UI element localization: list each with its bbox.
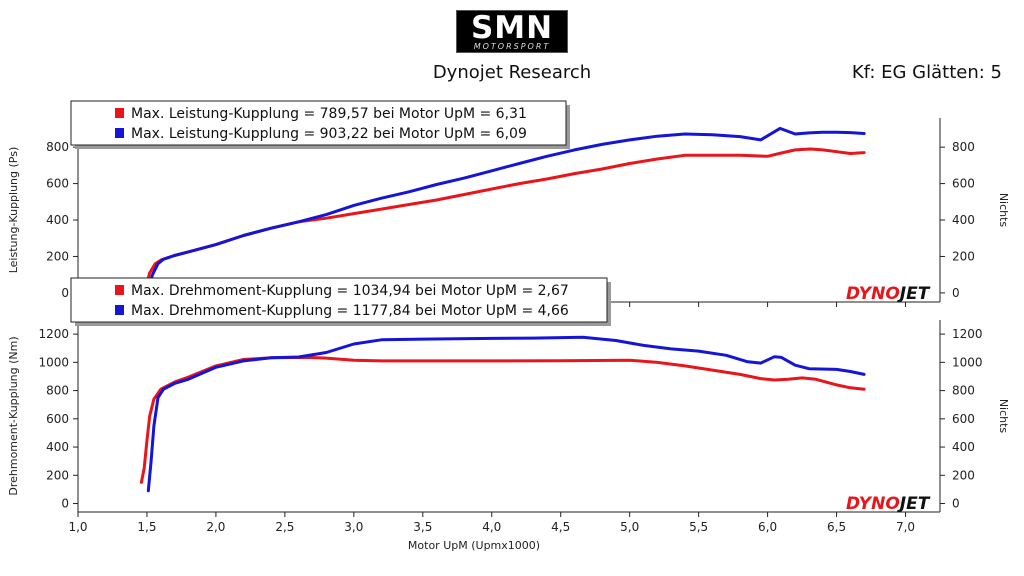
dynojet-logo: DYNOJET (846, 494, 931, 514)
y-axis-label: Leistung-Kupplung (Ps) (7, 147, 20, 274)
y-tick-label-left: 0 (61, 286, 69, 300)
x-tick-label: 5,5 (689, 520, 708, 534)
x-tick-label: 7,0 (896, 520, 915, 534)
y-axis-label-right: Nichts (997, 193, 1010, 228)
x-tick-label: 5,0 (620, 520, 639, 534)
chart-panel-1: 0 0 200 200 400 400 600 600 800 800 Leistung-Kuppl… (7, 100, 1010, 307)
y-tick-label-right: 0 (952, 286, 960, 300)
y-tick-label-right: 600 (952, 412, 975, 426)
legend-entry-run-2: Max. Leistung-Kupplung = 903,22 bei Moto… (131, 126, 527, 142)
x-tick-label: 4,0 (482, 520, 501, 534)
legend-swatch-run-1 (115, 285, 124, 295)
x-tick-label: 1,5 (137, 520, 156, 534)
x-tick-label: 3,5 (413, 520, 432, 534)
legend-swatch-run-2 (115, 128, 124, 138)
x-tick-label: 3,0 (344, 520, 363, 534)
legend-entry-run-1: Max. Drehmoment-Kupplung = 1034,94 bei M… (131, 283, 569, 299)
y-tick-label-right: 800 (952, 140, 975, 154)
x-axis-label: Motor UpM (Upmx1000) (408, 539, 540, 552)
y-tick-label-right: 400 (952, 440, 975, 454)
series-line-run-2 (145, 126, 866, 295)
smn-logo: SMN MOTORSPORT (456, 10, 568, 53)
y-tick-label-left: 200 (46, 249, 69, 263)
x-tick-label: 6,0 (758, 520, 777, 534)
legend-swatch-run-1 (115, 108, 124, 118)
legend-swatch-run-2 (115, 305, 124, 315)
y-tick-label-left: 0 (61, 497, 69, 511)
y-tick-label-right: 200 (952, 249, 975, 263)
x-tick-label: 2,5 (275, 520, 294, 534)
page-title: Dynojet Research (432, 62, 592, 83)
dynojet-logo-part2: JET (897, 494, 931, 514)
y-tick-label-left: 200 (46, 468, 69, 482)
legend-box (70, 100, 567, 146)
y-tick-label-left: 1000 (38, 355, 69, 369)
x-tick-label: 1,0 (68, 520, 87, 534)
y-tick-label-left: 600 (46, 412, 69, 426)
dynojet-logo: DYNOJET (846, 284, 931, 304)
y-tick-label-right: 400 (952, 213, 975, 227)
y-tick-label-left: 800 (46, 140, 69, 154)
y-tick-label-right: 200 (952, 468, 975, 482)
y-tick-label-right: 800 (952, 384, 975, 398)
series-line-run-1 (142, 147, 866, 295)
y-tick-label-left: 800 (46, 384, 69, 398)
chart-panel-2: 0 0 200 200 400 400 600 600 800 800 1000 1000 1200 12… (7, 277, 1010, 552)
dynojet-logo-part2: JET (897, 284, 931, 304)
y-tick-label-right: 0 (952, 497, 960, 511)
y-tick-label-left: 600 (46, 177, 69, 191)
series-line-run-2 (146, 335, 866, 493)
dynojet-logo-part1: DYNO (846, 494, 900, 514)
y-tick-label-left: 400 (46, 440, 69, 454)
x-tick-label: 6,5 (827, 520, 846, 534)
x-tick-label: 4,5 (551, 520, 570, 534)
logo-main-text: SMN (470, 10, 554, 46)
y-tick-label-right: 1200 (952, 327, 983, 341)
y-tick-label-left: 400 (46, 213, 69, 227)
x-tick-label: 2,0 (206, 520, 225, 534)
legend-entry-run-2: Max. Drehmoment-Kupplung = 1177,84 bei M… (131, 303, 569, 319)
y-tick-label-right: 600 (952, 177, 975, 191)
logo-sub-text: MOTORSPORT (473, 42, 551, 51)
y-tick-label-right: 1000 (952, 355, 983, 369)
legend-entry-run-1: Max. Leistung-Kupplung = 789,57 bei Moto… (131, 106, 527, 122)
y-tick-label-left: 1200 (38, 327, 69, 341)
y-axis-label: Drehmoment-Kupplung (Nm) (7, 336, 20, 495)
legend-box (70, 277, 608, 323)
series-line-run-1 (139, 355, 866, 484)
dynojet-logo-part1: DYNO (846, 284, 900, 304)
smoothing-label: Kf: EG Glätten: 5 (851, 62, 1002, 83)
y-axis-label-right: Nichts (997, 399, 1010, 434)
